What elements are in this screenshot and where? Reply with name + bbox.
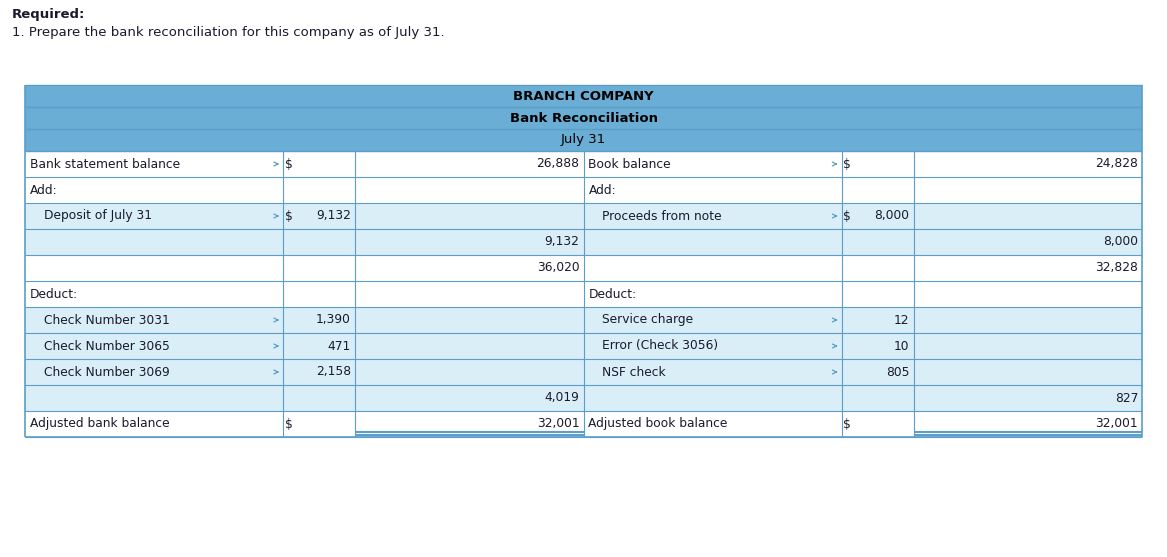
Text: 805: 805 (886, 365, 909, 379)
Text: $: $ (285, 418, 293, 431)
Text: Required:: Required: (12, 8, 85, 21)
Text: 24,828: 24,828 (1095, 158, 1138, 170)
Text: 32,001: 32,001 (1096, 418, 1138, 431)
Bar (25, 203, 1142, 229)
Text: 827: 827 (1114, 392, 1138, 404)
Text: $: $ (285, 209, 293, 222)
Text: 26,888: 26,888 (537, 158, 580, 170)
Bar (25, 359, 1142, 385)
Text: Check Number 3031: Check Number 3031 (44, 314, 169, 326)
Bar (25, 107, 1142, 129)
Text: Adjusted book balance: Adjusted book balance (588, 418, 728, 431)
Text: 10: 10 (894, 340, 909, 353)
Text: 1. Prepare the bank reconciliation for this company as of July 31.: 1. Prepare the bank reconciliation for t… (12, 26, 445, 39)
Text: Check Number 3065: Check Number 3065 (44, 340, 170, 353)
Text: Deduct:: Deduct: (588, 287, 637, 300)
Bar (25, 333, 1142, 359)
Text: Service charge: Service charge (602, 314, 693, 326)
Text: 32,828: 32,828 (1095, 261, 1138, 275)
Text: July 31: July 31 (561, 134, 606, 146)
Text: Bank statement balance: Bank statement balance (30, 158, 180, 170)
Text: $: $ (844, 158, 851, 170)
Text: 4,019: 4,019 (545, 392, 580, 404)
Text: NSF check: NSF check (602, 365, 666, 379)
Text: 9,132: 9,132 (316, 209, 351, 222)
Bar (25, 85, 1142, 107)
Bar (25, 255, 1142, 281)
Text: $: $ (285, 158, 293, 170)
Text: $: $ (844, 418, 851, 431)
Text: 8,000: 8,000 (1103, 236, 1138, 248)
Text: 2,158: 2,158 (316, 365, 351, 379)
Text: 471: 471 (328, 340, 351, 353)
Text: Add:: Add: (30, 183, 57, 197)
Text: Adjusted bank balance: Adjusted bank balance (30, 418, 169, 431)
Bar (25, 281, 1142, 307)
Text: Check Number 3069: Check Number 3069 (44, 365, 169, 379)
Text: Add:: Add: (588, 183, 616, 197)
Text: Proceeds from note: Proceeds from note (602, 209, 722, 222)
Text: 12: 12 (894, 314, 909, 326)
Text: 32,001: 32,001 (537, 418, 580, 431)
Text: Deposit of July 31: Deposit of July 31 (44, 209, 152, 222)
Text: BRANCH COMPANY: BRANCH COMPANY (513, 90, 654, 102)
Text: 36,020: 36,020 (537, 261, 580, 275)
Bar (25, 151, 1142, 177)
Bar (25, 229, 1142, 255)
Text: $: $ (844, 209, 851, 222)
Bar (25, 129, 1142, 151)
Text: Bank Reconciliation: Bank Reconciliation (510, 111, 657, 125)
Text: Error (Check 3056): Error (Check 3056) (602, 340, 719, 353)
Text: 8,000: 8,000 (874, 209, 909, 222)
Bar (25, 307, 1142, 333)
Text: Deduct:: Deduct: (30, 287, 78, 300)
Text: 1,390: 1,390 (316, 314, 351, 326)
Bar (25, 411, 1142, 437)
Bar (25, 385, 1142, 411)
Bar (25, 177, 1142, 203)
Text: Book balance: Book balance (588, 158, 671, 170)
Text: 9,132: 9,132 (545, 236, 580, 248)
